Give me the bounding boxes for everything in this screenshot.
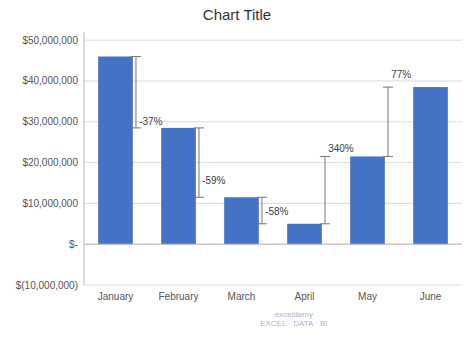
y-tick-label: $- [69,239,78,250]
error-bar [383,87,393,156]
y-tick-label: $10,000,000 [22,198,78,209]
error-bar-cap [320,156,330,157]
grid-line [84,203,462,204]
watermark: exceldemy [275,310,313,319]
y-tick-label: $20,000,000 [22,157,78,168]
bar [413,87,448,244]
y-tick-label: $30,000,000 [22,116,78,127]
error-bar-cap [257,223,267,224]
x-tick-label: March [228,291,256,302]
y-tick-label: $(10,000,000) [16,280,78,291]
error-bar-stem [387,87,388,156]
x-tick-label: April [294,291,314,302]
y-tick-label: $40,000,000 [22,75,78,86]
chart-svg: Chart Title $(10,000,000) $- $10,000,000 $20… [0,0,474,337]
title: Chart Title [203,6,271,23]
annotation: 77% [391,69,411,80]
x-tick-label: January [98,291,134,302]
y-axis-line [84,32,85,285]
x-tick-label: February [158,291,198,302]
error-bar-cap [131,127,141,128]
x-tick-label: May [358,291,377,302]
zero-line [84,244,462,245]
error-bar-stem [198,128,199,197]
bar [98,56,133,244]
bar [224,197,259,244]
grid-line [84,285,462,286]
y-tick-label: $50,000,000 [22,35,78,46]
error-bar-stem [135,56,136,127]
x-tick-label: June [420,291,442,302]
error-bar-cap [194,127,204,128]
error-bar-stem [261,197,262,224]
error-bar-cap [131,56,141,57]
annotation: -37% [139,116,162,127]
annotation: 340% [328,143,354,154]
error-bar-cap [257,197,267,198]
error-bar-cap [320,223,330,224]
bar [350,156,385,244]
bars [98,56,448,244]
chart-container: Chart Title $(10,000,000) $- $10,000,000 $20… [0,0,474,337]
error-bar-stem [324,156,325,223]
error-bar-cap [383,87,393,88]
grid-line [84,40,462,41]
grid-line [84,162,462,163]
grid-line [84,80,462,81]
error-bar-cap [383,156,393,157]
error-bar [194,128,204,197]
grid [84,40,462,285]
error-bar [320,156,330,223]
watermark: EXCEL · DATA · BI [260,319,327,328]
bar [161,128,196,244]
annotation: -58% [265,206,288,217]
annotation: -59% [202,175,225,186]
grid-line [84,244,462,245]
error-bar-cap [194,197,204,198]
bar [287,224,322,244]
error-bars [131,56,393,223]
